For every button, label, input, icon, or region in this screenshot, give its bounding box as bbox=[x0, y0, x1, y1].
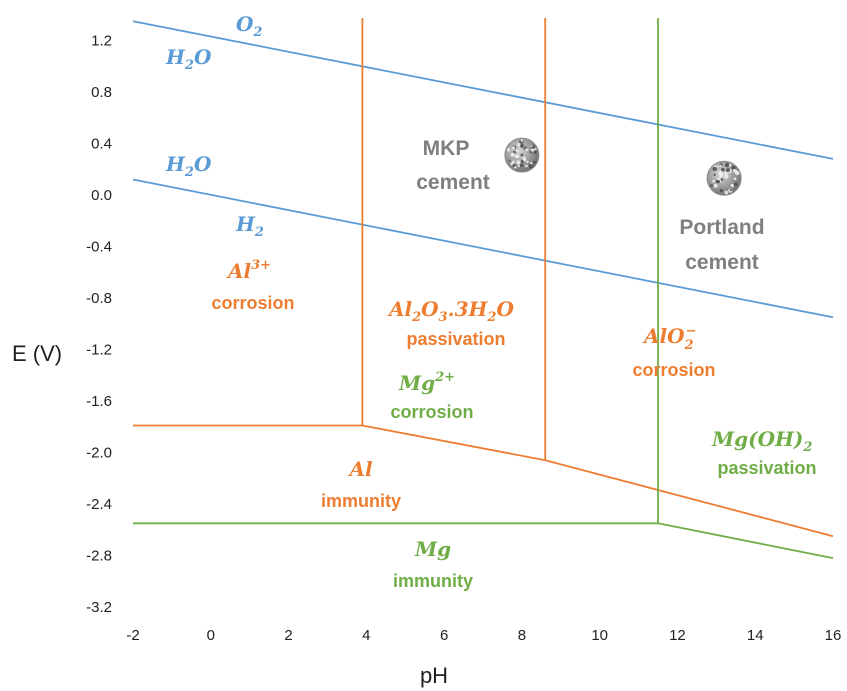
y-tick-label: 0.8 bbox=[91, 84, 112, 101]
x-axis-title: pH bbox=[420, 663, 448, 688]
x-tick-label: 0 bbox=[207, 627, 215, 644]
label-alo2-ion: AlO2− bbox=[642, 324, 697, 353]
label-mg2-word: corrosion bbox=[390, 402, 473, 422]
boundary-o2-h2o bbox=[132, 20, 834, 160]
x-tick-label: 8 bbox=[518, 627, 526, 644]
label-al-ion: Al bbox=[347, 457, 373, 481]
boundary-h2o-h2 bbox=[132, 178, 834, 319]
x-tick-label: -2 bbox=[126, 627, 139, 644]
cement-marker-portland bbox=[706, 160, 742, 196]
label-o2: O2 bbox=[236, 12, 262, 40]
y-tick-label: -1.6 bbox=[86, 393, 112, 410]
y-tick-label: 1.2 bbox=[91, 33, 112, 50]
cement-markers bbox=[504, 137, 742, 196]
y-axis-title: E (V) bbox=[12, 341, 62, 366]
y-tick-label: -1.2 bbox=[86, 342, 112, 359]
label-portland-line1: Portland bbox=[679, 216, 764, 239]
y-tick-label: -2.8 bbox=[86, 548, 112, 565]
label-h2o-lower: H2O bbox=[165, 152, 212, 180]
x-axis-ticks: -2 0 2 4 6 8 10 12 14 16 bbox=[126, 627, 841, 644]
y-tick-label: 0.0 bbox=[91, 187, 112, 204]
x-tick-label: 10 bbox=[591, 627, 608, 644]
y-axis-ticks: 1.2 0.8 0.4 0.0 -0.4 -0.8 -1.2 -1.6 -2.0 -2.4 -2.8… bbox=[86, 33, 112, 617]
y-tick-label: -2.0 bbox=[86, 445, 112, 462]
x-tick-label: 6 bbox=[440, 627, 448, 644]
label-mgoh2-word: passivation bbox=[717, 458, 816, 478]
label-al3-ion: Al3+ bbox=[226, 258, 271, 283]
x-tick-label: 16 bbox=[825, 627, 842, 644]
label-mkp-line1: MKP bbox=[423, 137, 470, 160]
y-tick-label: -2.4 bbox=[86, 496, 112, 513]
label-mg-ion: Mg bbox=[414, 537, 451, 561]
x-tick-label: 14 bbox=[747, 627, 764, 644]
label-al3-word: corrosion bbox=[211, 293, 294, 313]
x-tick-label: 12 bbox=[669, 627, 686, 644]
label-mg-word: immunity bbox=[393, 571, 473, 591]
label-h2: H2 bbox=[235, 212, 264, 240]
boundary-al-horizontal bbox=[133, 424, 834, 538]
label-mgoh2-ion: Mg(OH)2 bbox=[711, 427, 812, 455]
label-mg2-ion: Mg2+ bbox=[398, 370, 455, 395]
y-tick-label: 0.4 bbox=[91, 136, 112, 153]
x-tick-label: 4 bbox=[362, 627, 370, 644]
label-h2o-upper: H2O bbox=[165, 45, 212, 73]
label-alo2-word: corrosion bbox=[632, 360, 715, 380]
label-alumina: Al2O3.3H2O bbox=[387, 297, 514, 325]
label-al-word: immunity bbox=[321, 491, 401, 511]
cement-marker-mkp bbox=[504, 137, 540, 173]
boundary-lines bbox=[132, 18, 834, 559]
boundary-mg-horizontal bbox=[133, 522, 834, 559]
label-alumina-word: passivation bbox=[406, 329, 505, 349]
label-portland-line2: cement bbox=[685, 251, 759, 274]
y-tick-label: -0.4 bbox=[86, 239, 112, 256]
y-tick-label: -3.2 bbox=[86, 599, 112, 616]
y-tick-label: -0.8 bbox=[86, 290, 112, 307]
label-mkp-line2: cement bbox=[416, 171, 490, 194]
x-tick-label: 2 bbox=[284, 627, 292, 644]
